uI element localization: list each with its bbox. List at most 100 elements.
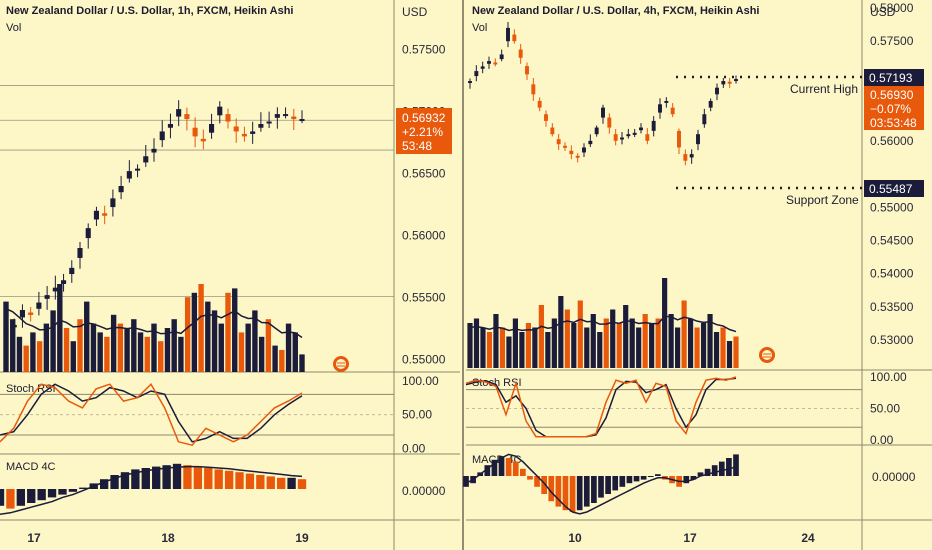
volume-bar [610, 309, 616, 368]
chart-title: New Zealand Dollar / U.S. Dollar, 4h, FX… [472, 5, 760, 17]
price-tag-last: 0.56932 [402, 111, 446, 125]
candle-body [258, 124, 264, 128]
volume-bar [668, 314, 674, 368]
macd-bar [711, 465, 718, 476]
volume-bar [205, 301, 211, 372]
macd-bar [484, 465, 491, 476]
volume-bar [642, 314, 648, 368]
candle-body [61, 280, 67, 284]
macd-bar [141, 468, 150, 489]
macd-bar [697, 472, 704, 476]
volume-bar [584, 327, 590, 368]
volume-bar [519, 332, 525, 368]
macd-bar [0, 489, 5, 506]
candle-body [569, 150, 574, 155]
stoch-rsi-bands [0, 393, 394, 436]
candle-body [110, 198, 116, 208]
volume-bar [211, 310, 218, 372]
volume-bar [616, 323, 622, 368]
volume-bar [191, 292, 198, 372]
candle-body [613, 134, 618, 141]
candle-body [525, 66, 529, 75]
candle-body [102, 213, 108, 216]
level-tag-support[interactable]: 0.55487 [864, 180, 924, 197]
volume-bar [597, 332, 603, 368]
volume-bar [733, 336, 739, 368]
candle-body [696, 134, 700, 145]
volume-bar [538, 305, 544, 368]
volume-bar [265, 319, 272, 372]
stoch-rsi-tick: 0.00 [402, 442, 426, 456]
chart-title: New Zealand Dollar / U.S. Dollar, 1h, FX… [6, 5, 294, 17]
volume-bar [30, 332, 36, 372]
macd-bar [541, 476, 547, 494]
candle-body [135, 168, 141, 171]
price-tick: 0.55000 [870, 200, 914, 214]
macd-bar [297, 479, 307, 489]
stoch-rsi-tick: 0.00 [870, 433, 894, 447]
candle-body [118, 186, 124, 193]
volume-label: Vol [472, 22, 487, 34]
macd-bar [655, 474, 661, 476]
macd-bar [37, 489, 46, 501]
candle-body [506, 27, 510, 42]
macd-bar [562, 476, 569, 511]
macd-bar [277, 477, 286, 489]
level-tag-bg [864, 69, 924, 86]
volume-bar [545, 332, 551, 368]
volume-bar [499, 327, 506, 368]
level-tag-current-high[interactable]: 0.57193 [864, 69, 924, 86]
price-tag-countdown: 03:53:48 [870, 116, 917, 130]
macd-bar [640, 476, 647, 480]
macd-bar [27, 489, 36, 503]
candle-body [85, 228, 91, 239]
macd-bar [463, 476, 469, 487]
candle-body [250, 131, 256, 134]
candle-body [217, 106, 223, 116]
level-tag-bg [864, 180, 924, 197]
volume-bar [649, 323, 655, 368]
price-tag[interactable]: 0.56930 −0.07% 03:53:48 [864, 86, 924, 130]
candle-body [126, 171, 132, 179]
price-tick: 0.54500 [870, 233, 914, 247]
price-tick: 0.55000 [402, 353, 446, 367]
volume-bar [50, 310, 56, 372]
volume-bar [726, 341, 733, 368]
volume-bar [493, 314, 499, 368]
volume-bar [525, 323, 531, 368]
macd-zero-tick: 0.00000 [872, 470, 916, 484]
flag-icon[interactable] [333, 356, 349, 372]
price-tick: 0.57500 [870, 34, 914, 48]
volume-bar [117, 323, 124, 372]
volume-bar [681, 300, 687, 368]
flag-icon[interactable] [759, 347, 775, 363]
candle-body [200, 138, 206, 142]
macd-bar [527, 476, 533, 480]
time-tick: 19 [295, 531, 309, 545]
macd-bar [204, 468, 213, 489]
price-tag-change: +2.21% [402, 125, 443, 139]
macd-bar [591, 476, 597, 503]
volume-bar [707, 314, 713, 368]
candle-body [143, 156, 149, 163]
volume-bar [713, 332, 720, 368]
volume-bar [662, 278, 668, 368]
macd-bar [193, 466, 203, 489]
price-tag[interactable]: 0.56932 +2.21% 53:48 [396, 108, 452, 154]
macd-bar [491, 459, 498, 476]
macd-signal-line [0, 465, 303, 515]
candle-body [518, 49, 523, 58]
volume-bar [299, 354, 305, 372]
macd-bar [726, 458, 732, 476]
volume-bar [700, 323, 707, 368]
flag-icon-inner [762, 350, 772, 360]
macd-bar [162, 465, 171, 489]
volume-bar [506, 336, 512, 368]
macd-bar [120, 472, 130, 489]
macd-bar [605, 476, 611, 494]
volume-bar [171, 319, 177, 372]
price-tick: 0.56000 [870, 134, 914, 148]
candle-body [563, 145, 567, 148]
candle-body [499, 54, 504, 60]
candle-body [683, 154, 688, 161]
